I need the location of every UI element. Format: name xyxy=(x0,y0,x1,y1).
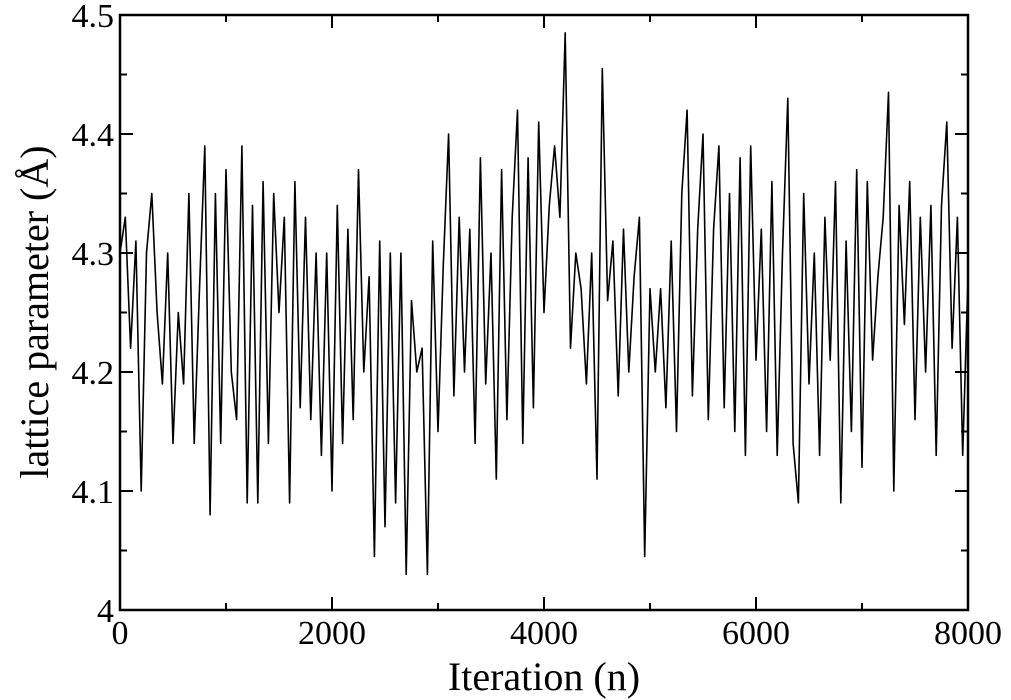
y-tick-label: 4.4 xyxy=(72,117,115,154)
y-tick-label: 4.2 xyxy=(72,355,115,392)
x-tick-label: 8000 xyxy=(934,615,1002,652)
x-axis-label: Iteration (n) xyxy=(448,654,640,699)
y-tick-label: 4.5 xyxy=(72,0,115,35)
x-tick-label: 6000 xyxy=(722,615,790,652)
y-axis-label: lattice parameter (Å) xyxy=(12,145,57,478)
y-tick-label: 4.1 xyxy=(72,474,115,511)
data-line xyxy=(119,32,969,576)
x-tick-label: 0 xyxy=(112,615,129,652)
y-tick-label: 4 xyxy=(97,593,114,630)
x-tick-label: 2000 xyxy=(298,615,366,652)
x-tick-label: 4000 xyxy=(510,615,578,652)
y-tick-label: 4.3 xyxy=(72,236,115,273)
